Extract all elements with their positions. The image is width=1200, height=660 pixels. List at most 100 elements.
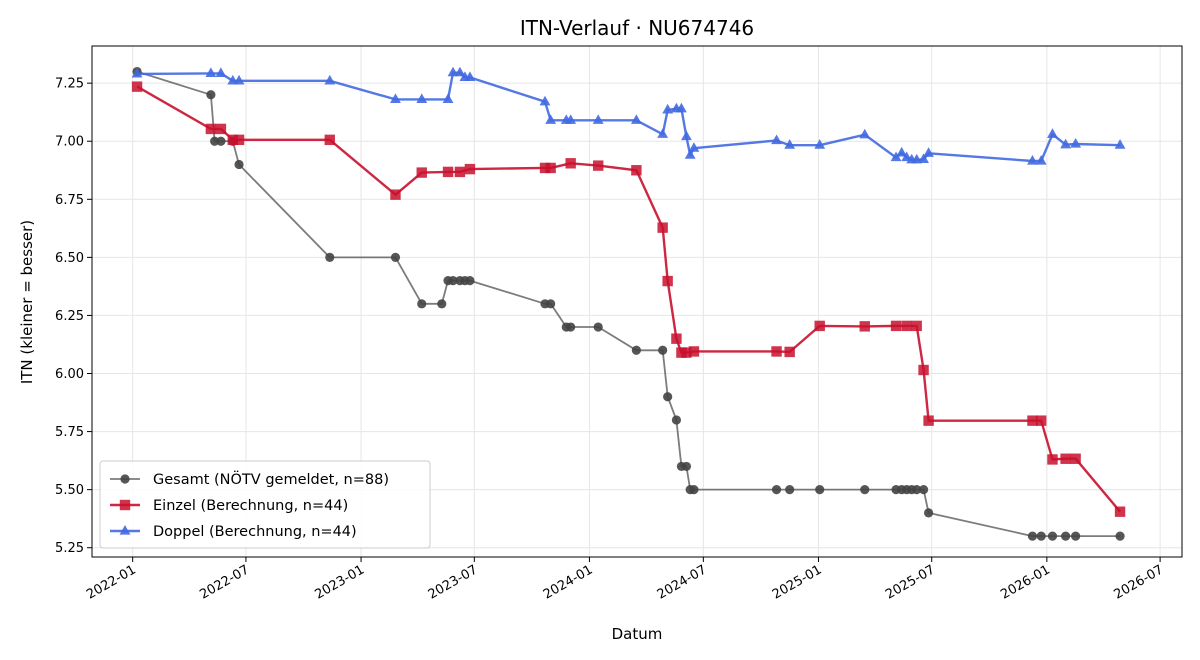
legend-label: Doppel (Berechnung, n=44) bbox=[153, 524, 357, 540]
data-point bbox=[1060, 138, 1072, 149]
data-point bbox=[671, 333, 682, 344]
data-point bbox=[1027, 415, 1038, 426]
data-point bbox=[771, 485, 782, 495]
data-point bbox=[684, 149, 696, 159]
data-point bbox=[565, 114, 577, 124]
data-point bbox=[546, 299, 556, 309]
data-point bbox=[688, 346, 700, 357]
legend-item: Einzel (Berechnung, n=44) bbox=[110, 498, 348, 514]
y-tick-label: 7.00 bbox=[55, 135, 84, 150]
y-tick-label: 6.25 bbox=[55, 309, 84, 324]
data-point bbox=[437, 299, 447, 309]
data-point bbox=[918, 153, 929, 163]
data-point bbox=[688, 142, 700, 152]
x-axis-title: Datum bbox=[612, 625, 663, 643]
data-point bbox=[233, 134, 245, 146]
data-point bbox=[447, 66, 459, 77]
data-point bbox=[539, 95, 551, 106]
series-2 bbox=[131, 81, 1126, 517]
data-point bbox=[1035, 154, 1047, 165]
data-point bbox=[216, 136, 226, 146]
y-axis: 5.25 5.50 5.75 6.00 6.25 6.50 6.75 7.00 7.25 bbox=[55, 77, 92, 556]
data-point bbox=[465, 275, 475, 286]
data-point bbox=[119, 499, 131, 511]
data-point bbox=[657, 128, 669, 138]
data-point bbox=[1047, 531, 1058, 541]
data-point bbox=[1047, 454, 1058, 465]
data-point bbox=[662, 103, 674, 114]
chart-title: ITN-Verlauf · NU674746 bbox=[520, 16, 754, 40]
series-3 bbox=[131, 66, 1126, 165]
data-point bbox=[681, 461, 692, 472]
data-point bbox=[911, 320, 922, 332]
legend-label: Einzel (Berechnung, n=44) bbox=[153, 498, 348, 514]
data-point bbox=[565, 158, 576, 169]
data-point bbox=[1047, 128, 1058, 138]
data-point bbox=[896, 146, 908, 157]
data-point bbox=[539, 162, 551, 174]
y-tick-label: 5.50 bbox=[55, 483, 84, 498]
data-point bbox=[464, 163, 476, 175]
data-point bbox=[416, 93, 428, 104]
y-tick-label: 6.75 bbox=[55, 193, 84, 208]
data-point bbox=[784, 139, 796, 149]
legend-box bbox=[99, 460, 431, 549]
data-point bbox=[923, 508, 934, 518]
data-point bbox=[206, 90, 216, 100]
data-point bbox=[630, 114, 642, 124]
data-point bbox=[593, 160, 604, 171]
data-point bbox=[442, 93, 454, 104]
data-point bbox=[784, 346, 795, 358]
data-point bbox=[324, 74, 336, 85]
data-point bbox=[454, 166, 466, 178]
data-point bbox=[890, 320, 902, 332]
data-point bbox=[814, 139, 826, 149]
data-point bbox=[442, 166, 454, 178]
data-point bbox=[785, 485, 795, 495]
data-point bbox=[545, 114, 557, 124]
data-point bbox=[662, 275, 673, 287]
data-point bbox=[1115, 531, 1125, 541]
data-point bbox=[859, 128, 871, 139]
data-point bbox=[566, 322, 576, 332]
data-point bbox=[390, 93, 401, 104]
data-point bbox=[1070, 453, 1081, 464]
data-point bbox=[771, 346, 782, 357]
y-tick-label: 5.25 bbox=[55, 541, 84, 556]
data-point bbox=[390, 189, 401, 200]
data-point bbox=[918, 485, 929, 495]
data-point bbox=[1027, 154, 1038, 165]
data-point bbox=[923, 147, 934, 157]
data-point bbox=[593, 322, 603, 332]
data-point bbox=[325, 252, 335, 262]
data-point bbox=[227, 134, 238, 146]
data-point bbox=[1061, 531, 1071, 541]
data-point bbox=[1114, 139, 1126, 149]
data-point bbox=[417, 299, 427, 309]
data-point bbox=[454, 66, 466, 77]
data-point bbox=[771, 134, 782, 145]
data-point bbox=[233, 74, 245, 85]
data-point bbox=[215, 67, 227, 78]
legend-item: Doppel (Berechnung, n=44) bbox=[110, 524, 357, 540]
plot-frame bbox=[91, 45, 1183, 558]
data-point bbox=[671, 415, 682, 425]
data-point bbox=[1071, 531, 1081, 541]
data-point bbox=[631, 165, 642, 176]
data-point bbox=[859, 321, 870, 332]
data-point bbox=[324, 134, 335, 146]
data-point bbox=[815, 485, 825, 495]
data-point bbox=[205, 123, 217, 135]
data-point bbox=[860, 485, 870, 495]
data-point bbox=[464, 71, 476, 81]
data-point bbox=[120, 474, 130, 484]
series-layer bbox=[131, 66, 1126, 541]
data-point bbox=[658, 345, 668, 355]
data-point bbox=[631, 345, 641, 355]
data-point bbox=[448, 275, 458, 286]
legend-item: Gesamt (NÖTV gemeldet, n=88) bbox=[110, 470, 389, 488]
data-point bbox=[663, 392, 673, 402]
data-point bbox=[1070, 138, 1082, 148]
data-point bbox=[676, 102, 687, 113]
